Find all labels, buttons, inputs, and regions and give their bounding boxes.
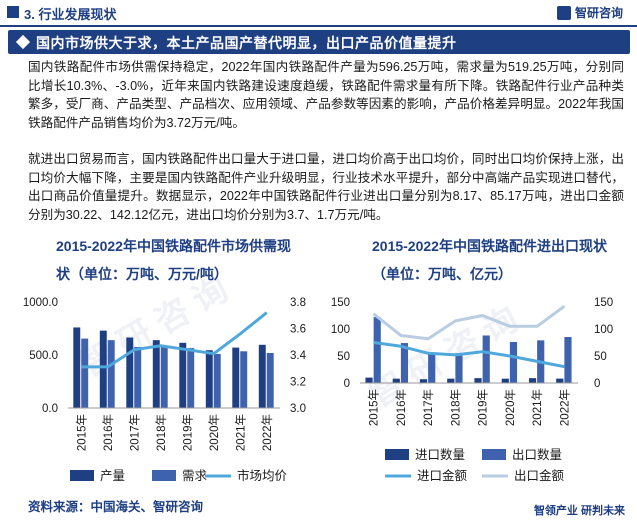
bar-需求: [107, 340, 115, 408]
y-left-tick-label: 0.0: [42, 403, 58, 415]
y-left-tick-label: 1000.0: [23, 297, 58, 309]
legend-label: 进口金额: [417, 468, 468, 483]
x-tick-label: 2022年: [557, 389, 571, 426]
bar-需求: [213, 353, 221, 408]
y-right-tick-label: 3.8: [290, 297, 306, 309]
section-icon: [7, 6, 19, 18]
legend-swatch: [152, 470, 176, 481]
y-right-tick-label: 100: [594, 324, 613, 336]
bar-产量: [99, 330, 107, 408]
brand-logo: 智研咨询: [556, 4, 623, 21]
y-right-tick-label: 3.0: [290, 403, 306, 415]
bar-产量: [152, 340, 160, 408]
legend-swatch: [482, 449, 506, 460]
legend-label: 产量: [100, 469, 125, 483]
bar-需求: [187, 348, 195, 408]
y-right-tick-label: 0: [594, 378, 600, 390]
x-tick-label: 2016年: [101, 414, 115, 451]
bar-产量: [258, 344, 266, 408]
y-left-tick-label: 500.0: [29, 350, 58, 362]
bar-出口数量: [564, 337, 572, 383]
bar-产量: [205, 350, 213, 408]
bar-进口数量: [447, 378, 455, 383]
bar-出口数量: [400, 343, 409, 383]
legend-label: 市场均价: [237, 468, 288, 483]
y-right-tick-label: 3.4: [290, 350, 307, 362]
bar-产量: [73, 327, 81, 408]
x-tick-label: 2020年: [207, 414, 221, 451]
headline-banner: 国内市场供大于求，本土产品国产替代明显，出口产品价值量提升: [8, 30, 630, 54]
top-bar: 3. 行业发展现状 智研咨询: [0, 0, 637, 27]
legend-swatch: [70, 470, 94, 481]
y-left-tick-label: 50: [337, 351, 350, 363]
x-tick-label: 2022年: [260, 414, 274, 451]
bar-产量: [179, 342, 187, 408]
paragraph-import-export: 就进出口贸易而言，国内铁路配件出口量大于进口量，进口均价高于出口均价，同时出口均…: [28, 152, 624, 222]
bar-进口数量: [474, 378, 482, 383]
bar-进口数量: [528, 378, 537, 383]
legend-label: 进口数量: [415, 447, 465, 462]
y-left-tick-label: 100: [331, 324, 350, 336]
bar-进口数量: [556, 378, 564, 383]
bar-需求: [240, 351, 248, 408]
bar-进口数量: [501, 378, 509, 383]
x-tick-label: 2016年: [394, 389, 408, 426]
x-tick-label: 2019年: [180, 414, 194, 451]
bar-进口数量: [392, 378, 400, 383]
legend-label: 出口数量: [512, 447, 562, 462]
bar-需求: [266, 352, 274, 408]
x-tick-label: 2019年: [476, 389, 490, 426]
x-tick-label: 2021年: [233, 414, 247, 451]
line-市场均价: [81, 311, 268, 369]
bar-需求: [160, 345, 168, 408]
legend-swatch: [385, 449, 409, 460]
footer-slogan: 智领产业 研判未来: [533, 505, 625, 517]
x-tick-label: 2017年: [127, 414, 141, 451]
chart-title-right: 2015-2022年中国铁路配件进出口现状（单位：万吨、亿元）: [372, 238, 607, 282]
y-right-tick-label: 3.6: [290, 324, 306, 336]
chart-title-left: 2015-2022年中国铁路配件市场供需现状（单位：万吨、万元/吨）: [56, 238, 291, 282]
x-tick-label: 2021年: [530, 389, 544, 426]
bar-需求: [134, 347, 142, 408]
paragraph-supply-demand: 国内铁路配件市场供需保持稳定，2022年国内铁路配件产量为596.25万吨，需求…: [28, 60, 624, 130]
x-tick-label: 2018年: [448, 389, 462, 426]
x-tick-label: 2017年: [421, 389, 435, 426]
x-tick-label: 2015年: [367, 389, 381, 426]
bar-产量: [232, 347, 240, 408]
section-title: 3. 行业发展现状: [24, 7, 117, 22]
line-进口金额: [373, 341, 565, 369]
bar-出口数量: [509, 341, 518, 383]
bar-产量: [126, 337, 134, 408]
y-left-tick-label: 150: [331, 297, 350, 309]
y-right-tick-label: 50: [594, 351, 607, 363]
x-tick-label: 2020年: [503, 389, 517, 426]
bar-出口数量: [428, 353, 436, 383]
x-tick-label: 2015年: [74, 414, 88, 451]
brand-name: 智研咨询: [574, 6, 623, 20]
line-出口金额: [372, 305, 566, 341]
bar-出口数量: [482, 335, 490, 383]
y-right-tick-label: 3.2: [290, 377, 306, 389]
y-right-tick-label: 150: [594, 297, 613, 309]
source-note: 资料来源：中国海关、智研咨询: [28, 500, 204, 514]
bar-出口数量: [373, 317, 381, 383]
y-left-tick-label: 0: [344, 378, 350, 390]
bar-进口数量: [365, 377, 373, 383]
bar-需求: [81, 338, 89, 408]
x-tick-label: 2018年: [154, 414, 168, 451]
bar-出口数量: [455, 353, 463, 383]
bar-进口数量: [419, 379, 428, 383]
brand-icon: [556, 5, 571, 20]
headline-text: 国内市场供大于求，本土产品国产替代明显，出口产品价值量提升: [36, 35, 457, 51]
legend-label: 出口金额: [514, 468, 565, 483]
legend-label: 需求: [182, 469, 208, 483]
header-divider: [0, 25, 637, 27]
